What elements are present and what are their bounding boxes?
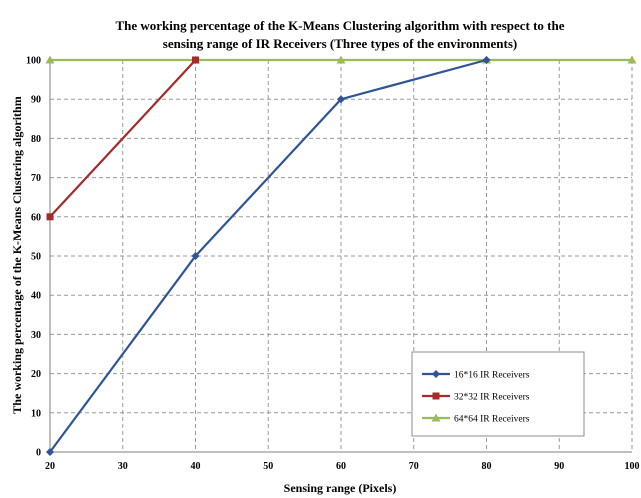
x-tick-labels: 20 30 40 50 60 70 80 90 100 [45,461,640,472]
series-1 [46,56,491,456]
y-tick-label: 0 [36,448,41,459]
series-3-point [627,55,637,64]
legend-swatch-marker [431,413,441,422]
y-tick-label: 70 [31,173,41,184]
legend-box [411,351,585,437]
legend-item-3: 64*64 IR Receivers [422,413,530,425]
y-tick-label: 50 [31,252,41,263]
y-tick-label: 20 [31,369,41,380]
series-1-point [482,56,491,64]
x-tick-label: 50 [263,461,273,472]
y-tick-label: 60 [31,212,41,223]
y-tick-label: 40 [31,291,41,302]
legend-item-2: 32*32 IR Receivers [422,392,530,403]
legend-swatch-marker [432,392,440,400]
x-tick-label: 20 [45,461,55,472]
legend-label: 64*64 IR Receivers [454,415,530,425]
series-2-line [49,59,197,218]
series-2-point [192,56,199,64]
legend-label: 16*16 IR Receivers [454,371,530,381]
y-tick-label: 80 [31,134,41,145]
series-group [45,55,637,456]
y-tick-label: 100 [26,56,41,67]
x-tick-label: 70 [409,461,419,472]
x-tick-label: 90 [554,461,564,472]
series-1-point [191,252,200,260]
x-tick-label: 40 [191,461,201,472]
legend-item-1: 16*16 IR Receivers [422,370,530,381]
y-tick-label: 10 [31,408,41,419]
legend: 16*16 IR Receivers 32*32 IR Receivers 64*6… [411,351,585,437]
y-tick-label: 30 [31,330,41,341]
x-tick-label: 80 [482,461,492,472]
y-tick-label: 90 [31,95,41,106]
series-1-point [337,95,345,104]
legend-label: 32*32 IR Receivers [454,393,530,403]
series-3-point [45,55,55,64]
legend-swatch-marker [432,370,440,378]
axes [49,60,632,453]
y-tick-labels: 0 10 20 30 40 50 60 70 80 90 100 [26,56,41,459]
chart-title: The working percentage of the K-Means Cl… [115,18,564,33]
series-1-point [46,448,54,456]
y-axis-label: The working percentage of the K-Means Cl… [10,96,24,413]
series-2 [46,56,199,221]
series-1-line [49,58,487,453]
x-tick-label: 30 [118,461,128,472]
x-tick-label: 100 [625,461,640,472]
x-tick-label: 60 [336,461,346,472]
chart-subtitle: sensing range of IR Receivers (Three typ… [163,36,517,51]
series-3-point [336,55,346,64]
x-axis-label: Sensing range (Pixels) [284,481,397,495]
series-2-point [46,213,54,221]
